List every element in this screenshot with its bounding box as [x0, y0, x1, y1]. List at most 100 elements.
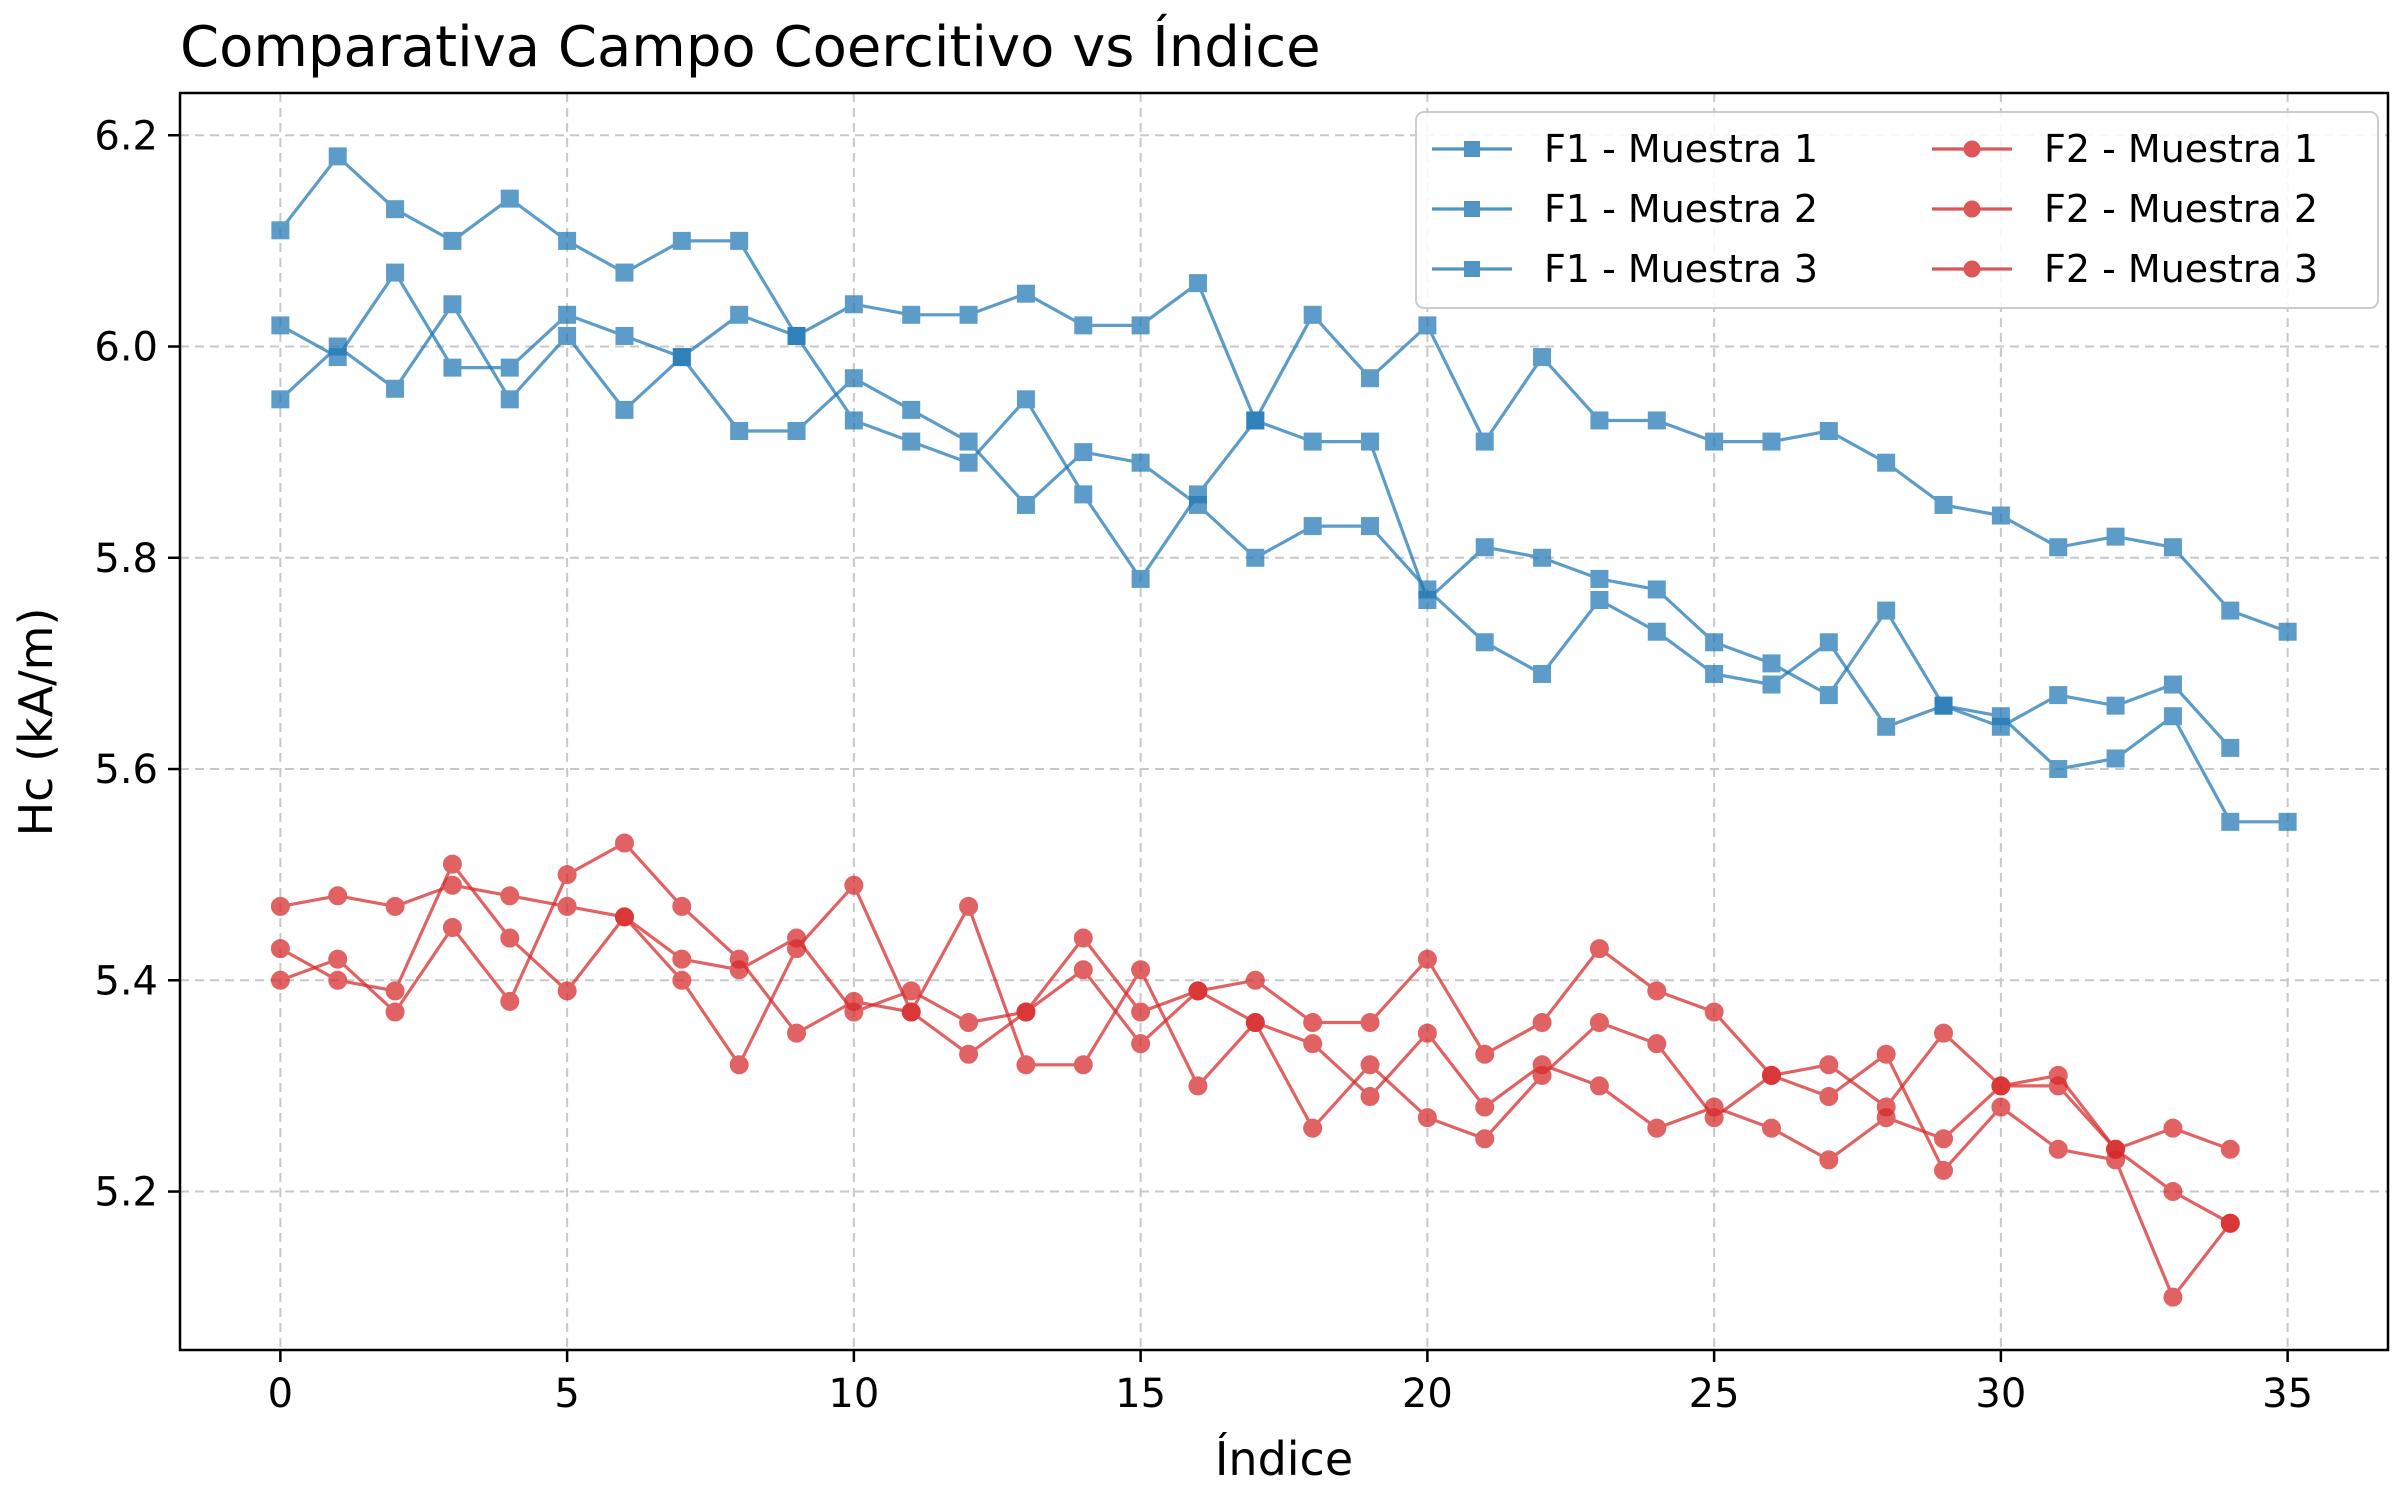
data-point	[1074, 316, 1093, 335]
data-point	[1819, 1055, 1839, 1075]
data-point	[500, 991, 520, 1011]
data-point	[1016, 1055, 1036, 1075]
x-tick-label: 20	[1402, 1371, 1453, 1417]
data-point	[442, 917, 462, 937]
y-tick-label: 5.4	[94, 958, 158, 1004]
data-point	[1245, 970, 1265, 990]
data-point	[1877, 601, 1896, 620]
data-point	[901, 1002, 921, 1022]
data-point	[2106, 1139, 2126, 1159]
data-point	[557, 896, 577, 916]
data-point	[844, 875, 864, 895]
data-point	[2106, 749, 2125, 768]
x-tick-label: 35	[2262, 1371, 2313, 1417]
data-point	[386, 200, 405, 219]
data-point	[730, 231, 749, 250]
data-point	[2049, 686, 2068, 705]
data-point	[1877, 717, 1896, 736]
data-point	[1590, 411, 1609, 430]
legend-label: F2 - Muestra 3	[2044, 247, 2318, 291]
data-point	[1704, 1002, 1724, 1022]
data-point	[1704, 1097, 1724, 1117]
data-point	[1016, 284, 1035, 303]
data-point	[729, 949, 749, 969]
data-point	[1303, 517, 1322, 536]
data-point	[1762, 675, 1781, 694]
data-point	[1303, 1013, 1323, 1033]
data-point	[1131, 1002, 1151, 1022]
legend-label: F1 - Muestra 1	[1544, 127, 1818, 171]
data-point	[959, 896, 979, 916]
data-point	[1647, 622, 1666, 641]
data-point	[1188, 1076, 1208, 1096]
data-point	[1131, 453, 1150, 472]
data-point	[1533, 348, 1552, 367]
legend-item	[1932, 260, 2012, 278]
data-point	[1131, 569, 1150, 588]
data-point	[614, 907, 634, 927]
data-point	[1876, 1108, 1896, 1128]
data-point	[787, 1023, 807, 1043]
data-point	[2048, 1065, 2068, 1085]
data-point	[386, 263, 405, 282]
data-point	[1475, 432, 1494, 451]
data-point	[1073, 1055, 1093, 1075]
data-point	[1188, 981, 1208, 1001]
legend-item	[1432, 141, 1512, 157]
data-point	[615, 326, 634, 345]
data-point	[1016, 390, 1035, 409]
x-tick-label: 5	[554, 1371, 579, 1417]
data-point	[1819, 1150, 1839, 1170]
data-point	[500, 886, 520, 906]
data-point	[959, 432, 978, 451]
data-point	[328, 337, 347, 356]
data-point	[902, 400, 921, 419]
data-point	[1016, 1002, 1036, 1022]
data-point	[730, 305, 749, 324]
chart-title: Comparativa Campo Coercitivo vs Índice	[180, 14, 1321, 80]
data-point	[1589, 939, 1609, 959]
data-point	[844, 411, 863, 430]
data-point	[2163, 1182, 2183, 1202]
data-point	[1705, 432, 1724, 451]
data-point	[1991, 707, 2010, 726]
y-tick-label: 6.2	[94, 113, 158, 159]
legend-label: F1 - Muestra 2	[1544, 187, 1818, 231]
data-point	[2163, 538, 2182, 557]
data-point	[787, 422, 806, 441]
x-tick-label: 25	[1689, 1371, 1740, 1417]
data-point	[1819, 1086, 1839, 1106]
data-point	[672, 896, 692, 916]
legend-marker	[1963, 200, 1981, 218]
data-point	[1991, 1097, 2011, 1117]
data-point	[557, 981, 577, 1001]
data-point	[614, 833, 634, 853]
data-point	[615, 400, 634, 419]
series-f2-muestra-1	[270, 875, 2240, 1159]
data-point	[500, 358, 519, 377]
data-point	[1303, 1118, 1323, 1138]
data-point	[1475, 1129, 1495, 1149]
data-point	[1647, 981, 1667, 1001]
data-point	[1417, 1108, 1437, 1128]
grid	[180, 93, 2388, 1350]
data-point	[1647, 1034, 1667, 1054]
data-point	[787, 939, 807, 959]
legend-label: F1 - Muestra 3	[1544, 247, 1818, 291]
data-point	[2106, 696, 2125, 715]
data-point	[500, 189, 519, 208]
data-point	[1073, 928, 1093, 948]
data-point	[1074, 485, 1093, 504]
data-point	[1361, 432, 1380, 451]
data-point	[500, 928, 520, 948]
data-point	[1131, 960, 1151, 980]
data-point	[1074, 443, 1093, 462]
x-tick-label: 0	[268, 1371, 293, 1417]
data-point	[1819, 422, 1838, 441]
data-point	[672, 348, 691, 367]
data-point	[557, 865, 577, 885]
legend-marker	[1963, 140, 1981, 158]
data-point	[959, 305, 978, 324]
data-point	[1188, 495, 1207, 514]
